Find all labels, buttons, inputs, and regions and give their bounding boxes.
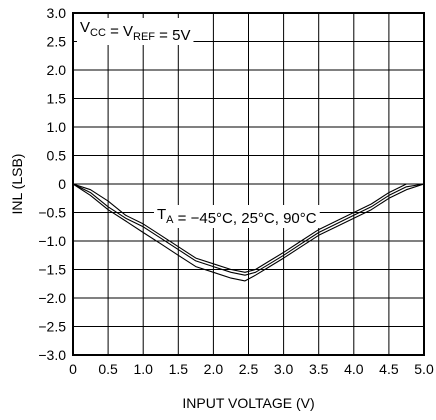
series-group [72, 183, 425, 282]
y-tick-label: 2.5 [47, 34, 67, 50]
plot-frame [72, 12, 425, 356]
x-tick-label: 3.5 [309, 361, 329, 377]
y-tick-label: −1.5 [38, 262, 66, 278]
inl-series-2 [72, 183, 425, 276]
y-tick-label: 2.0 [47, 62, 67, 78]
x-tick-label: 4.5 [379, 361, 399, 377]
grid [72, 12, 425, 356]
inl-series-3 [72, 183, 424, 273]
temperature-annotation-background [154, 205, 320, 228]
y-tick-labels: 3.0 2.5 2.0 1.5 1.0 0.5 0 −0.5 −1.0 −1.5 −2.0 −2.5 −… [38, 5, 66, 363]
x-tick-label: 0 [69, 361, 77, 377]
y-tick-label: 1.5 [47, 91, 67, 107]
x-tick-label: 1.5 [169, 361, 189, 377]
y-tick-label: 1.0 [47, 119, 67, 135]
x-tick-labels: 0 0.5 1.0 1.5 2.0 2.5 3.0 3.5 4.0 4.5 5.0 [69, 361, 434, 377]
x-tick-label: 2.0 [204, 361, 224, 377]
y-tick-label: −2.5 [38, 319, 66, 335]
x-axis-title: INPUT VOLTAGE (V) [182, 395, 314, 411]
x-tick-label: 1.0 [133, 361, 153, 377]
supply-annotation: VCC = VREF = 5V [80, 19, 190, 44]
x-tick-label: 5.0 [414, 361, 434, 377]
y-tick-label: 0 [58, 176, 66, 192]
temperature-annotation: TA = −45°C, 25°C, 90°C [157, 206, 317, 227]
x-tick-label: 4.0 [344, 361, 364, 377]
y-tick-label: 3.0 [47, 5, 67, 21]
y-axis-title: INL (LSB) [9, 154, 25, 215]
y-tick-label: −0.5 [38, 205, 66, 221]
y-tick-label: −1.0 [38, 233, 66, 249]
x-tick-label: 2.5 [239, 361, 259, 377]
y-tick-label: −3.0 [38, 347, 66, 363]
y-tick-label: 0.5 [47, 148, 67, 164]
y-tick-label: −2.0 [38, 290, 66, 306]
annotations: VCC = VREF = 5V TA = −45°C, 25°C, 90°C [77, 18, 320, 228]
x-tick-label: 0.5 [98, 361, 118, 377]
x-tick-label: 3.0 [274, 361, 294, 377]
inl-series-1 [72, 183, 425, 282]
supply-annotation-background [77, 18, 194, 45]
